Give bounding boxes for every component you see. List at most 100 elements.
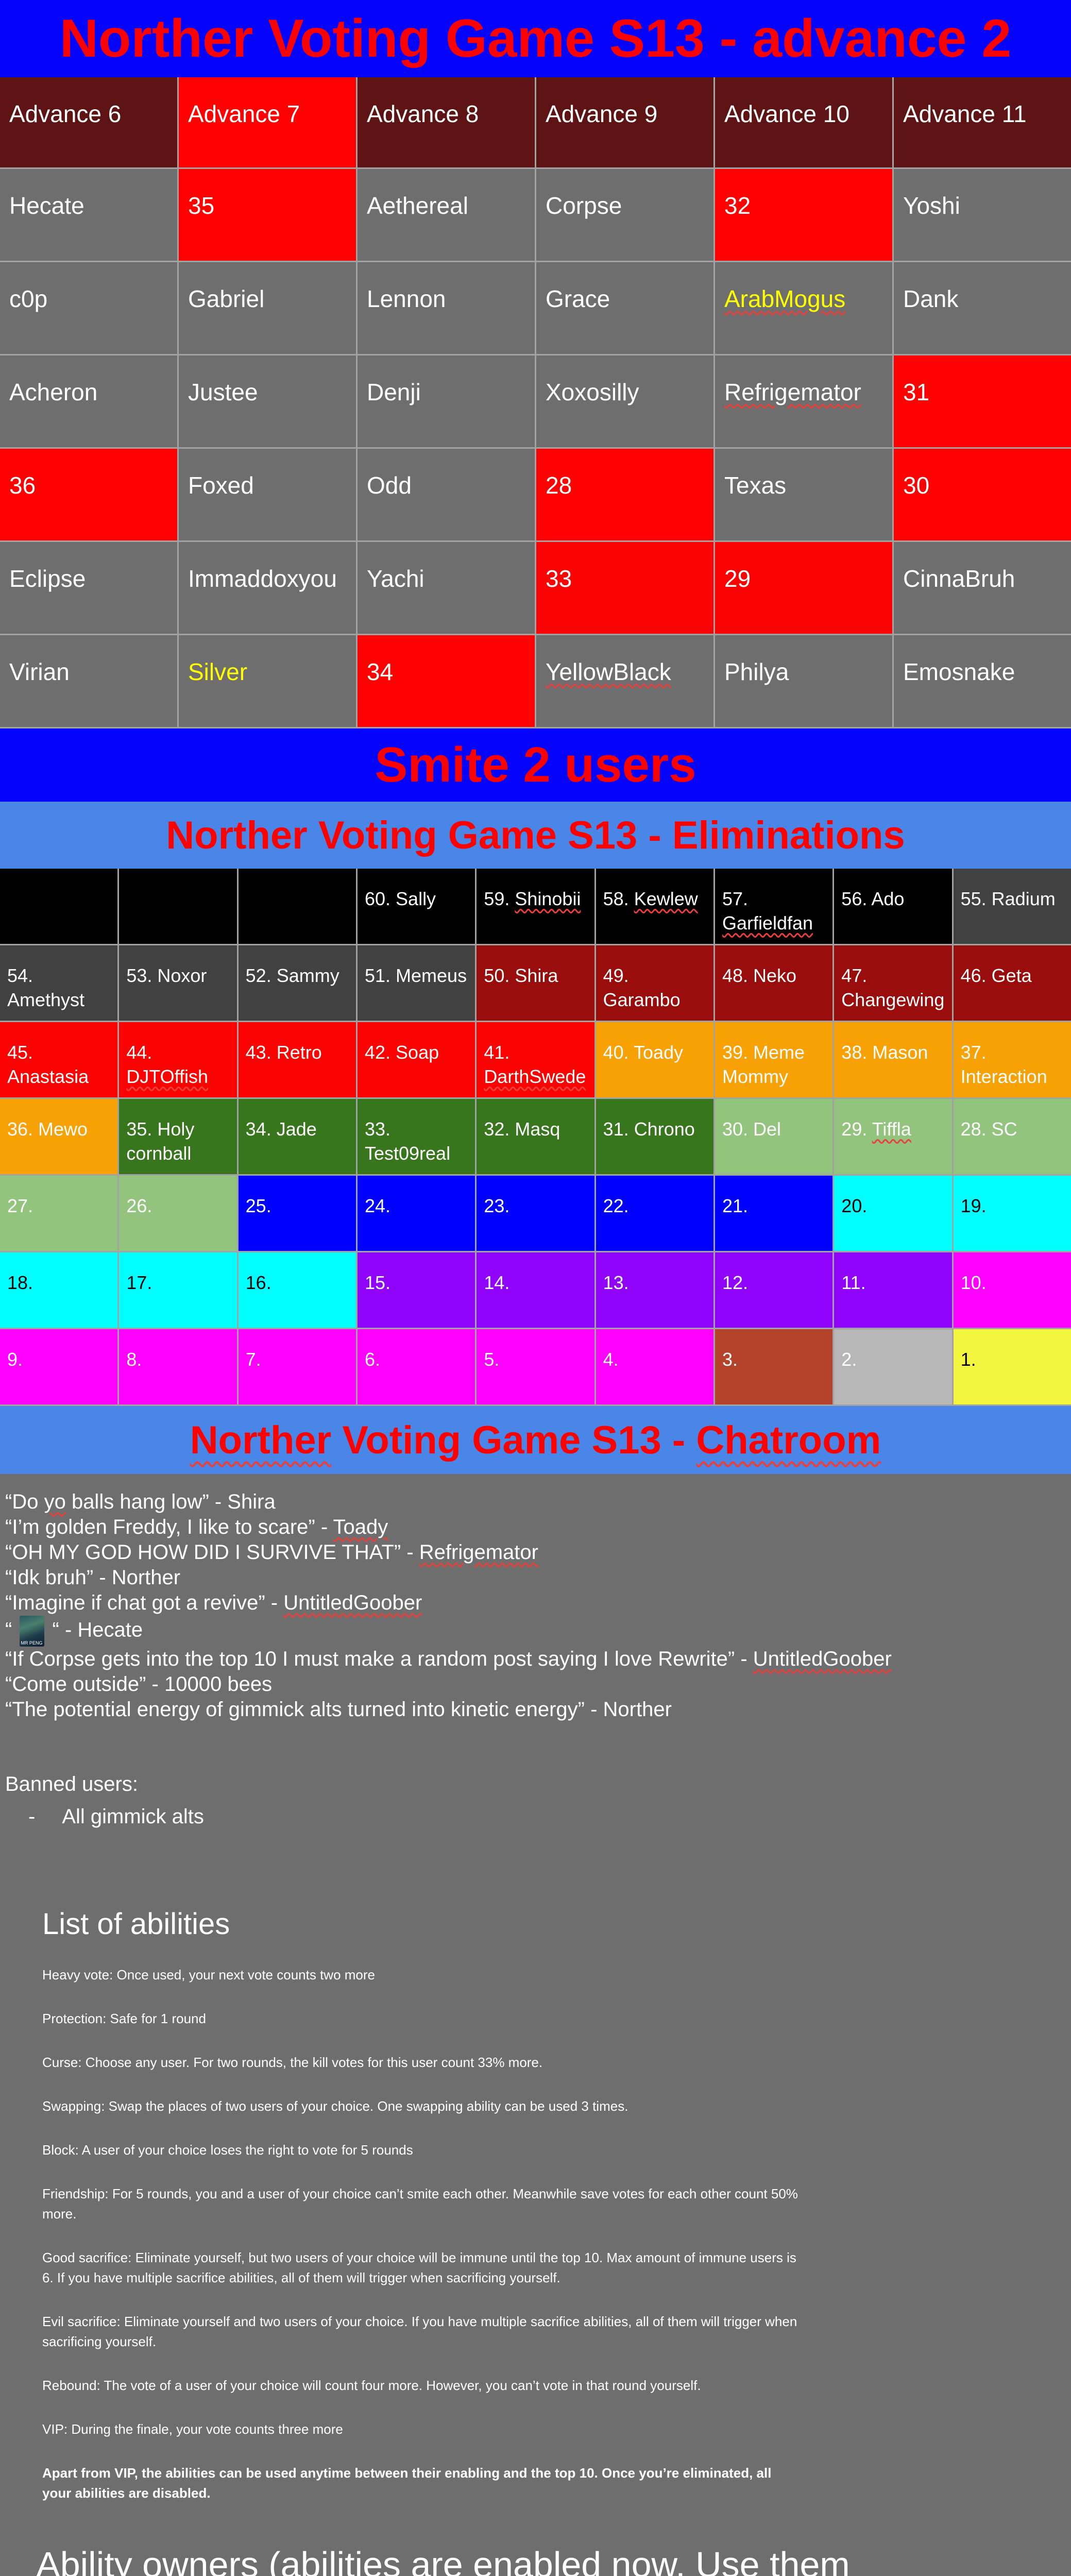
table-cell: Gabriel	[179, 262, 358, 354]
text-segment: 12.	[722, 1272, 749, 1293]
text-segment: 10.	[960, 1272, 987, 1293]
text-segment: 51. Memeus	[364, 965, 467, 986]
text-segment: 3.	[722, 1349, 738, 1370]
table-cell: 55. Radium	[953, 869, 1071, 944]
text-segment: 6.	[364, 1349, 381, 1370]
table-cell: 38. Mason	[834, 1022, 954, 1097]
text-segment: Shinobii	[515, 888, 581, 909]
table-cell: 26.	[119, 1176, 239, 1251]
table-cell: 37. Interaction	[953, 1022, 1071, 1097]
table-cell: 21.	[715, 1176, 835, 1251]
title-banner: Norther Voting Game S13 - advance 2	[0, 0, 1071, 77]
table-cell: 8.	[119, 1329, 239, 1404]
text-segment: 38. Mason	[841, 1042, 928, 1063]
text-segment: CinnaBruh	[903, 565, 1015, 592]
text-segment: 31	[903, 379, 930, 405]
text-segment: 50. Shira	[484, 965, 558, 986]
text-segment: 36	[9, 472, 36, 499]
text-segment: Hecate	[9, 192, 84, 219]
table-cell: Advance 11	[894, 77, 1071, 167]
text-segment: Advance 11	[903, 100, 1027, 127]
eliminations-banner: Norther Voting Game S13 - Eliminations	[0, 802, 1071, 869]
table-cell: Advance 8	[358, 77, 536, 167]
text-segment: “	[5, 1618, 18, 1641]
table-cell: CinnaBruh	[894, 542, 1071, 634]
table-cell	[238, 869, 358, 944]
text-segment: 52. Sammy	[245, 965, 339, 986]
text-segment: 27.	[7, 1195, 33, 1216]
advance-table: Advance 6 Advance 7 Advance 8 Advance 9 Adva…	[0, 77, 1071, 728]
table-cell: 43. Retro	[238, 1022, 358, 1097]
text-segment: 25.	[245, 1195, 271, 1216]
text-segment: 5.	[484, 1349, 500, 1370]
table-cell: 54. Amethyst	[0, 945, 120, 1021]
text-segment: YellowBlack	[546, 658, 671, 685]
text-segment: Smite 2 users	[375, 737, 696, 792]
table-cell: Justee	[179, 355, 358, 447]
text-segment: 19.	[960, 1195, 987, 1216]
ability-item: Evil sacrifice: Eliminate yourself and t…	[42, 2314, 797, 2349]
text-segment: 8.	[126, 1349, 142, 1370]
text-segment: 34. Jade	[245, 1118, 317, 1140]
table-cell: 6.	[357, 1329, 477, 1404]
text-segment: Garfieldfan	[722, 912, 813, 934]
text-segment: Toady	[333, 1516, 388, 1538]
text-segment: Yachi	[367, 565, 424, 592]
text-segment: Norther Voting Game S13 - advance 2	[59, 8, 1012, 69]
chat-quote: “Come outside” - 10000 bees	[5, 1672, 1061, 1697]
text-segment: 35	[188, 192, 215, 219]
text-segment: 9.	[7, 1349, 23, 1370]
chat-quote: “The potential energy of gimmick alts tu…	[5, 1697, 1061, 1722]
text-segment: Eclipse	[9, 565, 86, 592]
table-cell: 57. Garfieldfan	[715, 869, 835, 944]
banned-users-label: Banned users:	[5, 1773, 138, 1795]
table-cell: Texas	[715, 449, 894, 540]
table-cell: Foxed	[179, 449, 358, 540]
text-segment: 31. Chrono	[603, 1118, 695, 1140]
text-segment: 60. Sally	[364, 888, 436, 909]
table-cell: 47. Changewing	[834, 945, 954, 1021]
text-segment: Norther	[190, 1418, 332, 1462]
table-cell: 36. Mewo	[0, 1099, 120, 1174]
text-segment: 18.	[7, 1272, 33, 1293]
text-segment: 20.	[841, 1195, 868, 1216]
text-segment: Foxed	[188, 472, 254, 499]
table-cell: Dank	[894, 262, 1071, 354]
table-cell: 31. Chrono	[596, 1099, 715, 1174]
text-segment: 37. Interaction	[960, 1042, 1047, 1087]
text-segment: 30	[903, 472, 930, 499]
table-cell: 18.	[0, 1252, 120, 1328]
ability-item: Heavy vote: Once used, your next vote co…	[42, 1967, 375, 1982]
table-cell: 49. Garambo	[596, 945, 715, 1021]
chat-quote: “Imagine if chat got a revive” - Untitle…	[5, 1590, 1061, 1616]
table-cell: Advance 10	[715, 77, 894, 167]
chat-quote: “Do yo balls hang low” - Shira	[5, 1489, 1061, 1515]
table-cell	[119, 869, 239, 944]
text-segment: 2.	[841, 1349, 857, 1370]
table-row: 54. Amethyst 53. Noxor 52. Sammy 51. Memeus…	[0, 945, 1071, 1022]
table-cell: Yachi	[358, 542, 536, 634]
table-cell: 48. Neko	[715, 945, 835, 1021]
ability-owners-heading: Ability owners (abilities are enabled no…	[36, 2545, 850, 2576]
text-segment: 33	[546, 565, 572, 592]
table-cell: 35	[179, 169, 358, 261]
table-cell: 58. Kewlew	[596, 869, 715, 944]
text-segment: Kewlew	[634, 888, 698, 909]
abilities-list: Heavy vote: Once used, your next vote co…	[42, 1965, 800, 2439]
text-segment: “Idk bruh” - Norther	[5, 1566, 181, 1589]
table-cell: Eclipse	[0, 542, 179, 634]
text-segment: 35. Holy cornball	[126, 1118, 195, 1164]
banned-users-item-text: All gimmick alts	[62, 1805, 204, 1828]
table-cell: Hecate	[0, 169, 179, 261]
text-segment: Advance 7	[188, 100, 300, 127]
text-segment: Silver	[188, 658, 248, 685]
table-cell: 13.	[596, 1252, 715, 1328]
text-segment: 4.	[603, 1349, 619, 1370]
table-cell: 28. SC	[953, 1099, 1071, 1174]
table-cell: 30. Del	[715, 1099, 835, 1174]
table-cell: 33	[536, 542, 715, 634]
text-segment: Refrigemator	[724, 379, 861, 405]
chat-quote: “I’m golden Freddy, I like to scare” - T…	[5, 1515, 1061, 1540]
text-segment: Lennon	[367, 285, 446, 312]
chat-quotes: “Do yo balls hang low” - Shira “I’m golde…	[5, 1489, 1061, 1722]
